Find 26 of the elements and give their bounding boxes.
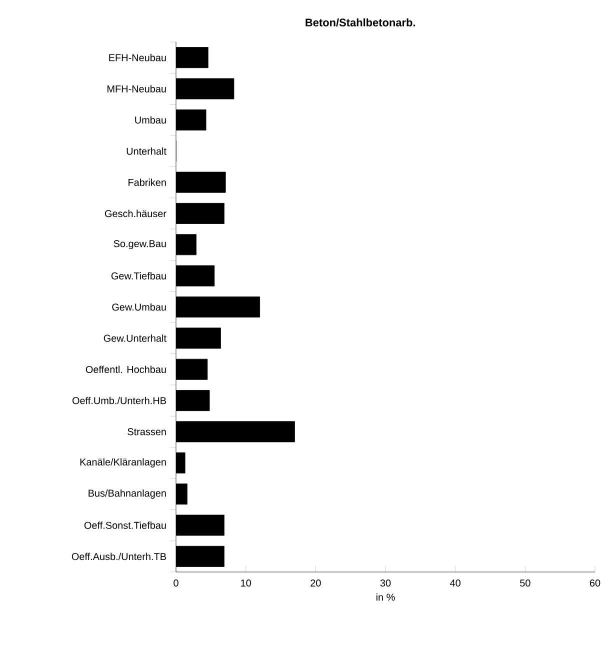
x-tick-label: 30 xyxy=(380,580,391,587)
y-tick-label: So.gew.Bau xyxy=(114,240,166,250)
y-tick-label: Gesch.häuser xyxy=(104,210,166,218)
x-tick-label: 60 xyxy=(590,580,600,587)
y-tick-label: Unterhalt xyxy=(126,147,166,155)
y-tick-label: MFH-Neubau xyxy=(108,85,166,92)
x-axis-title: in % xyxy=(376,593,395,601)
y-tick-label: Bus/Bahnanlagen xyxy=(88,489,166,499)
y-tick-label: Fabriken xyxy=(128,178,166,186)
y-tick-label: Gew.Unterhalt xyxy=(104,334,166,342)
x-tick-label: 50 xyxy=(520,580,530,587)
y-tick-label: Oeff.Umb./Unterh.HB xyxy=(72,396,166,404)
x-tick-label: 10 xyxy=(241,580,251,587)
y-tick-label: Umbau xyxy=(135,116,166,124)
y-tick-label: Gew.Tiefbau xyxy=(111,272,166,280)
x-tick-label: 40 xyxy=(450,580,460,587)
chart-title: Beton/Stahlbetonarb. xyxy=(306,18,416,27)
y-tick-label: EFH-Neubau xyxy=(109,54,166,62)
y-tick-label: Oeff.Sonst.Tiefbau xyxy=(84,522,166,529)
y-tick-label: Oeff.Ausb./Unterh.TB xyxy=(72,552,166,560)
y-tick-label: Kanäle/Kläranlagen xyxy=(80,458,166,468)
x-tick-label: 0 xyxy=(174,580,178,587)
y-tick-label: Strassen xyxy=(128,428,166,436)
x-tick-label: 20 xyxy=(310,580,321,587)
y-tick-label: Gew.Umbau xyxy=(112,303,166,311)
y-tick-label: Oeffentl. Hochbau xyxy=(86,366,166,374)
